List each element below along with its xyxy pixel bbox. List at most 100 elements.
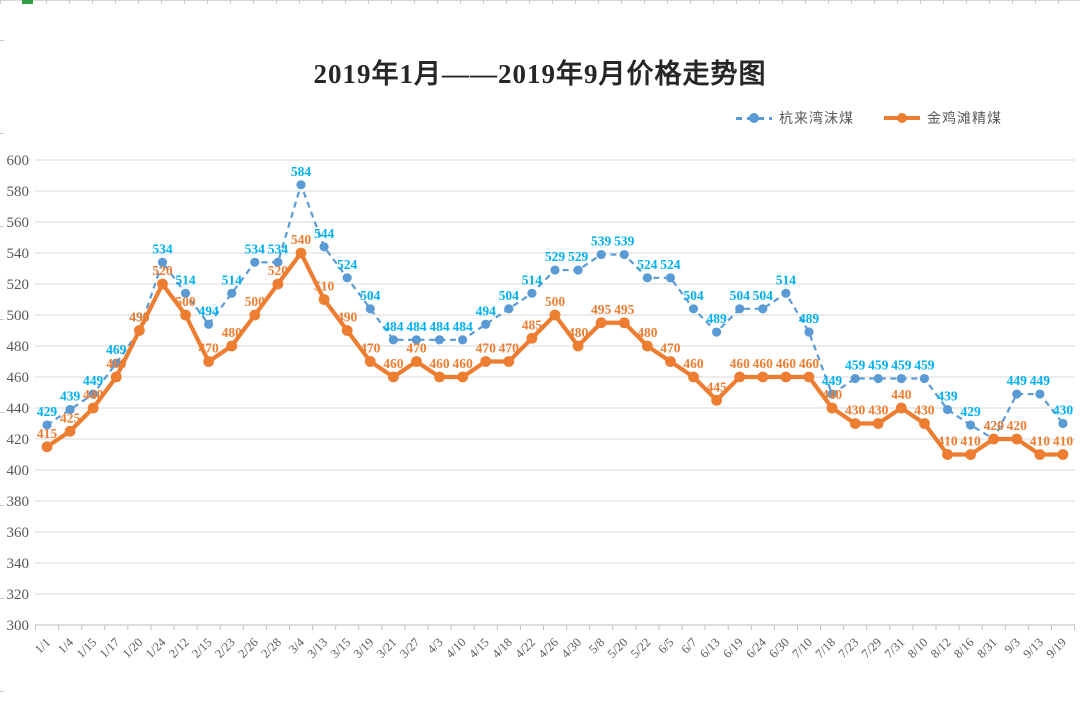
- data-point[interactable]: [204, 319, 214, 329]
- data-point[interactable]: [87, 402, 99, 414]
- data-point[interactable]: [712, 327, 722, 337]
- data-point[interactable]: [41, 441, 53, 453]
- data-point[interactable]: [249, 309, 261, 321]
- data-point[interactable]: [503, 356, 515, 367]
- data-point[interactable]: [873, 373, 883, 384]
- data-point[interactable]: [1057, 449, 1069, 460]
- data-point[interactable]: [1034, 449, 1046, 460]
- data-point[interactable]: [273, 257, 283, 267]
- data-point[interactable]: [250, 257, 260, 267]
- data-point[interactable]: [711, 394, 723, 406]
- series-1[interactable]: 4154254404604905205004704805005205405104…: [37, 232, 1073, 460]
- data-point[interactable]: [780, 371, 792, 383]
- data-point[interactable]: [111, 358, 121, 368]
- data-point[interactable]: [758, 304, 768, 314]
- data-point[interactable]: [572, 340, 584, 352]
- data-point[interactable]: [804, 327, 814, 337]
- data-point[interactable]: [919, 418, 930, 429]
- data-point[interactable]: [110, 371, 122, 383]
- data-point[interactable]: [203, 356, 215, 367]
- data-point[interactable]: [42, 420, 52, 430]
- data-point[interactable]: [642, 273, 652, 283]
- data-point[interactable]: [365, 304, 375, 314]
- data-point[interactable]: [504, 304, 514, 314]
- data-point[interactable]: [872, 418, 884, 429]
- data-point[interactable]: [966, 420, 976, 430]
- data-point[interactable]: [549, 309, 561, 321]
- data-point[interactable]: [526, 332, 538, 344]
- data-point[interactable]: [480, 356, 492, 367]
- data-point[interactable]: [942, 404, 953, 415]
- data-point[interactable]: [411, 356, 422, 367]
- data-point[interactable]: [1058, 418, 1068, 429]
- data-point[interactable]: [341, 325, 353, 336]
- data-point[interactable]: [757, 371, 769, 383]
- data-point[interactable]: [919, 373, 930, 384]
- data-point[interactable]: [457, 371, 469, 383]
- data-label: 514: [776, 272, 797, 287]
- data-point[interactable]: [619, 249, 629, 260]
- data-point[interactable]: [272, 278, 284, 290]
- data-point[interactable]: [641, 340, 653, 352]
- data-point[interactable]: [295, 247, 307, 259]
- data-point[interactable]: [688, 371, 699, 383]
- data-point[interactable]: [618, 317, 630, 329]
- data-point[interactable]: [942, 449, 953, 460]
- data-label: 410: [937, 434, 958, 449]
- data-point[interactable]: [827, 389, 837, 399]
- data-point[interactable]: [850, 373, 860, 384]
- data-point[interactable]: [735, 304, 745, 314]
- data-point[interactable]: [595, 317, 607, 329]
- data-point[interactable]: [965, 449, 976, 460]
- data-point[interactable]: [481, 319, 491, 329]
- data-point[interactable]: [896, 373, 906, 384]
- data-point[interactable]: [64, 425, 76, 437]
- data-point[interactable]: [342, 273, 352, 283]
- data-point[interactable]: [227, 288, 237, 298]
- data-point[interactable]: [180, 309, 191, 321]
- data-point[interactable]: [226, 340, 238, 352]
- legend-item-hanglaiwan[interactable]: 杭来湾沫煤: [736, 108, 854, 128]
- data-point[interactable]: [434, 335, 445, 345]
- data-point[interactable]: [388, 335, 398, 345]
- data-point[interactable]: [1011, 433, 1023, 445]
- data-point[interactable]: [849, 418, 861, 429]
- data-point[interactable]: [596, 249, 606, 260]
- legend-item-jinjitan[interactable]: 金鸡滩精煤: [884, 108, 1002, 128]
- data-label: 449: [1007, 373, 1028, 388]
- data-point[interactable]: [458, 335, 468, 345]
- data-point[interactable]: [550, 265, 560, 275]
- data-point[interactable]: [734, 371, 746, 383]
- data-point[interactable]: [665, 273, 676, 283]
- data-point[interactable]: [65, 404, 75, 415]
- data-point[interactable]: [434, 371, 445, 383]
- y-tick-label: 540: [7, 246, 30, 262]
- data-point[interactable]: [895, 402, 907, 414]
- data-point[interactable]: [1035, 389, 1045, 399]
- data-label: 459: [891, 358, 912, 373]
- chart-title[interactable]: 2019年1月——2019年9月价格走势图: [313, 59, 767, 89]
- data-point[interactable]: [781, 288, 791, 298]
- data-point[interactable]: [803, 371, 815, 383]
- data-point[interactable]: [319, 242, 329, 252]
- data-point[interactable]: [573, 265, 583, 275]
- data-point[interactable]: [826, 402, 838, 414]
- data-point[interactable]: [527, 288, 537, 298]
- data-point[interactable]: [665, 356, 676, 367]
- data-point[interactable]: [318, 294, 330, 305]
- data-point[interactable]: [88, 389, 98, 399]
- data-point[interactable]: [411, 335, 422, 345]
- data-point[interactable]: [364, 356, 376, 367]
- data-point[interactable]: [296, 180, 306, 190]
- data-point[interactable]: [157, 278, 168, 290]
- data-point[interactable]: [1012, 389, 1022, 399]
- data-point[interactable]: [157, 257, 168, 267]
- data-point[interactable]: [988, 433, 1000, 445]
- data-point[interactable]: [133, 325, 145, 336]
- data-point[interactable]: [180, 288, 191, 298]
- data-point[interactable]: [688, 304, 699, 314]
- data-label: 534: [245, 241, 266, 256]
- data-point[interactable]: [387, 371, 399, 383]
